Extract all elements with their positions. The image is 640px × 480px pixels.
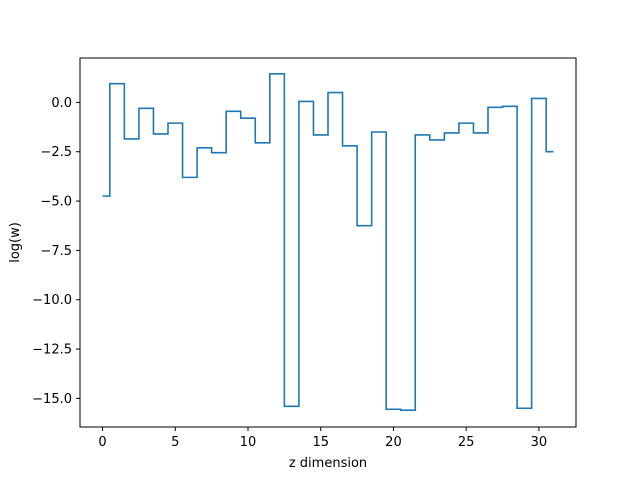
y-tick-label: −7.5 xyxy=(40,244,72,259)
x-axis-ticks: 0 5 10 15 20 25 30 xyxy=(98,427,547,450)
y-tick-label: −15.0 xyxy=(32,392,72,407)
y-tick-label: −10.0 xyxy=(32,293,72,308)
x-axis-label: z dimension xyxy=(289,456,367,471)
plot-layer xyxy=(102,72,554,412)
x-tick-label: 10 xyxy=(240,435,257,450)
x-tick-label: 15 xyxy=(312,435,329,450)
y-axis-label: log(w) xyxy=(8,222,23,263)
x-tick-label: 30 xyxy=(531,435,548,450)
y-tick-label: −2.5 xyxy=(40,145,72,160)
y-axis-ticks: 0.0 −2.5 −5.0 −7.5 −10.0 −12.5 −15.0 xyxy=(32,96,80,407)
x-tick-label: 25 xyxy=(458,435,475,450)
series-step-line xyxy=(102,72,554,412)
y-tick-label: 0.0 xyxy=(51,96,72,111)
plot-frame xyxy=(79,57,577,428)
x-tick-label: 0 xyxy=(98,435,106,450)
x-tick-label: 20 xyxy=(385,435,402,450)
x-tick-label: 5 xyxy=(171,435,179,450)
y-tick-label: −5.0 xyxy=(40,195,72,210)
y-tick-label: −12.5 xyxy=(32,343,72,358)
